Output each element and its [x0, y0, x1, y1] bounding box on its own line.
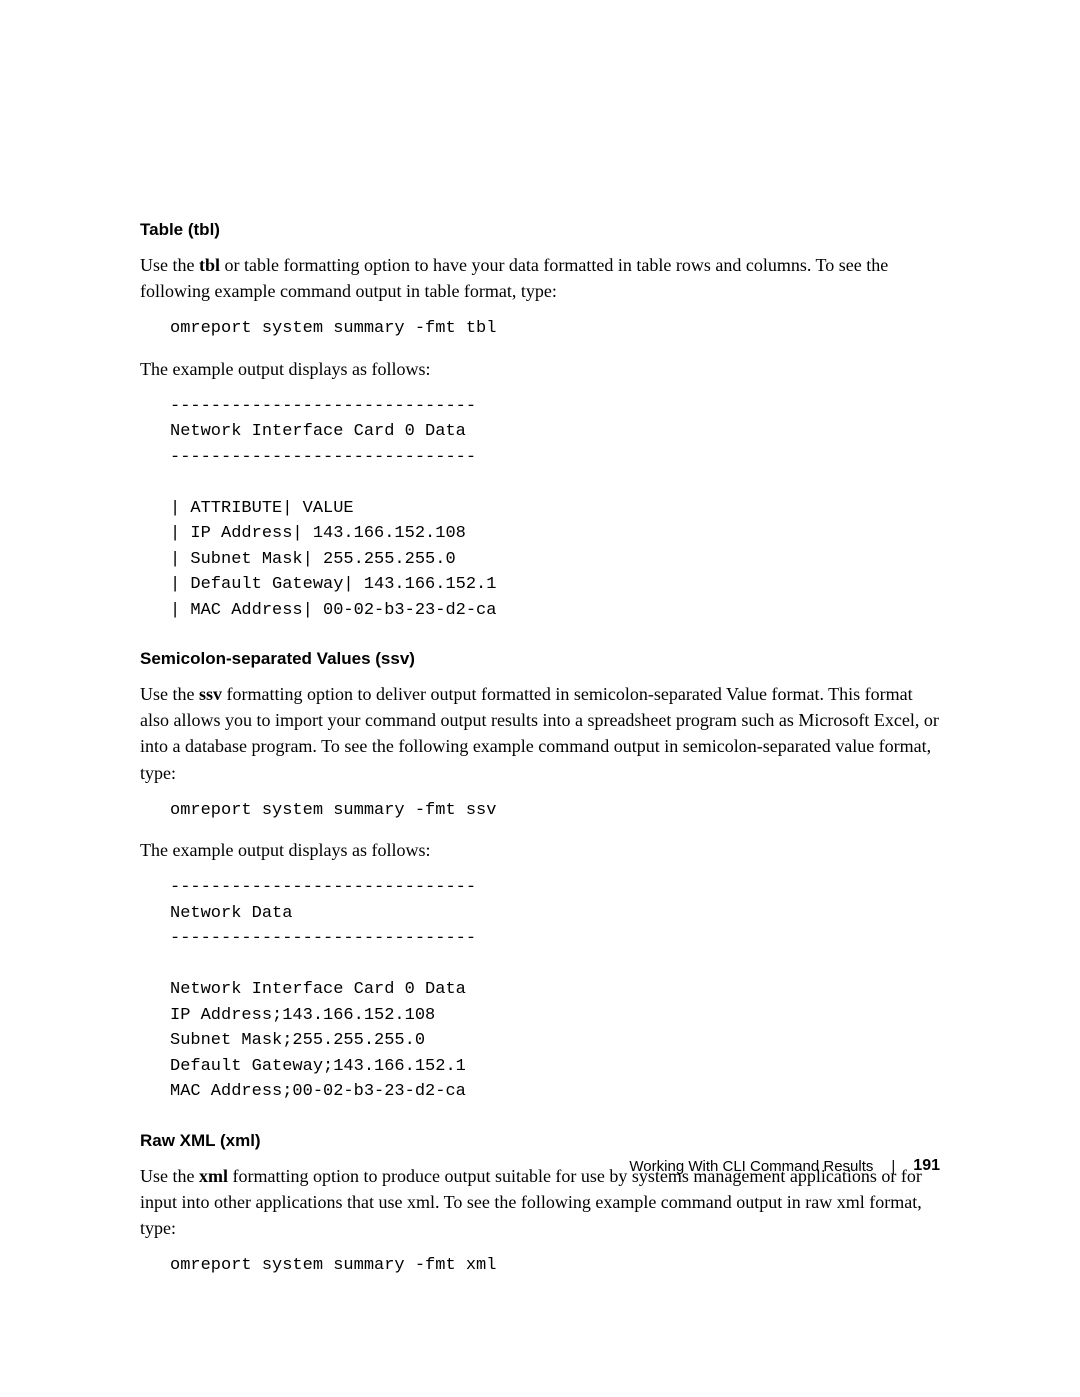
- output-ssv: ------------------------------ Network D…: [170, 875, 940, 1105]
- section-table: Table (tbl) Use the tbl or table formatt…: [140, 220, 940, 623]
- footer-divider: |: [891, 1158, 895, 1175]
- command-xml: omreport system summary -fmt xml: [170, 1253, 940, 1279]
- section-heading-tbl: Table (tbl): [140, 220, 940, 240]
- section-heading-xml: Raw XML (xml): [140, 1131, 940, 1151]
- page-footer: Working With CLI Command Results | 191: [629, 1157, 940, 1175]
- section-tbl-para2: The example output displays as follows:: [140, 356, 940, 382]
- output-tbl: ------------------------------ Network I…: [170, 394, 940, 624]
- bold-text: xml: [199, 1166, 228, 1186]
- command-tbl: omreport system summary -fmt tbl: [170, 316, 940, 342]
- text-fragment: Use the: [140, 255, 199, 275]
- section-heading-ssv: Semicolon-separated Values (ssv): [140, 649, 940, 669]
- bold-text: tbl: [199, 255, 220, 275]
- footer-page-number: 191: [913, 1157, 940, 1175]
- command-ssv: omreport system summary -fmt ssv: [170, 798, 940, 824]
- section-tbl-para1: Use the tbl or table formatting option t…: [140, 252, 940, 304]
- text-fragment: Use the: [140, 1166, 199, 1186]
- text-fragment: formatting option to produce output suit…: [140, 1166, 922, 1238]
- text-fragment: or table formatting option to have your …: [140, 255, 888, 301]
- page-content: Table (tbl) Use the tbl or table formatt…: [0, 0, 1080, 1279]
- text-fragment: Use the: [140, 684, 199, 704]
- section-ssv-para2: The example output displays as follows:: [140, 837, 940, 863]
- bold-text: ssv: [199, 684, 222, 704]
- text-fragment: formatting option to deliver output form…: [140, 684, 939, 782]
- footer-title: Working With CLI Command Results: [629, 1158, 873, 1175]
- section-ssv: Semicolon-separated Values (ssv) Use the…: [140, 649, 940, 1104]
- section-ssv-para1: Use the ssv formatting option to deliver…: [140, 681, 940, 785]
- section-xml: Raw XML (xml) Use the xml formatting opt…: [140, 1131, 940, 1279]
